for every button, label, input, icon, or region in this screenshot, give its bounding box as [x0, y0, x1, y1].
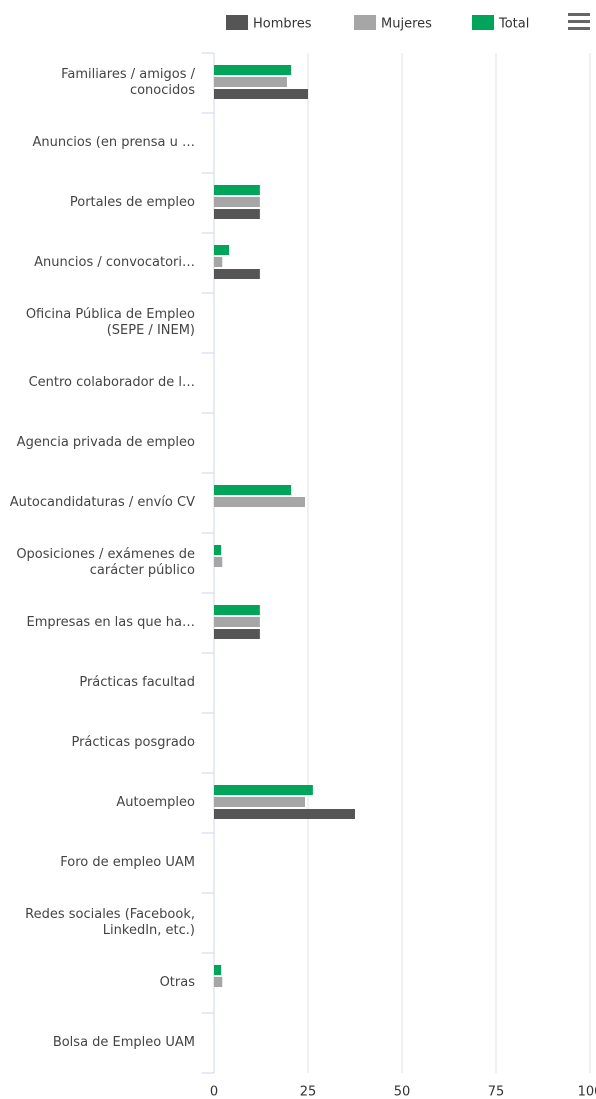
y-tick-label: Empresas en las que ha… — [26, 615, 195, 630]
y-tick-label: Foro de empleo UAM — [60, 855, 195, 870]
menu-line — [568, 13, 590, 16]
bar — [214, 77, 287, 87]
bar — [214, 965, 222, 975]
bar — [214, 65, 292, 75]
y-tick-label: Anuncios / convocatori… — [34, 255, 195, 270]
y-tick-label: Centro colaborador de l… — [28, 375, 195, 390]
legend-swatch[interactable] — [226, 15, 248, 30]
menu-line — [568, 20, 590, 23]
bar — [214, 185, 260, 195]
bar — [214, 89, 308, 99]
menu-line — [568, 27, 590, 30]
y-tick-label: Oficina Pública de Empleo (SEPE / INEM) — [25, 307, 195, 338]
y-tick-label: Prácticas posgrado — [71, 735, 195, 750]
y-tick-label: Anuncios (en prensa u … — [32, 135, 195, 150]
bar — [214, 785, 313, 795]
bar — [214, 545, 222, 555]
legend-swatch[interactable] — [354, 15, 376, 30]
legend-swatch[interactable] — [472, 15, 494, 30]
legend-label[interactable]: Total — [498, 17, 529, 32]
legend-label[interactable]: Hombres — [253, 17, 312, 32]
bar — [214, 257, 223, 267]
x-tick-label: 25 — [300, 1085, 317, 1099]
x-tick-label: 0 — [210, 1085, 218, 1099]
bar — [214, 809, 355, 819]
bar — [214, 197, 260, 207]
y-tick-label: Prácticas facultad — [79, 675, 195, 690]
bar — [214, 485, 292, 495]
y-tick-label: Autocandidaturas / envío CV — [9, 495, 195, 510]
y-tick-label: Autoempleo — [116, 795, 195, 810]
bar — [214, 617, 260, 627]
y-tick-label: Redes sociales (Facebook, LinkedIn, etc.… — [25, 907, 195, 938]
bar — [214, 209, 260, 219]
bar — [214, 977, 223, 987]
bar — [214, 557, 223, 567]
menu-icon[interactable] — [568, 13, 590, 30]
legend-label[interactable]: Mujeres — [381, 17, 432, 32]
bar — [214, 497, 305, 507]
y-tick-label: Agencia privada de empleo — [16, 435, 195, 450]
y-tick-label: Bolsa de Empleo UAM — [52, 1035, 195, 1050]
bar — [214, 797, 305, 807]
bar — [214, 605, 260, 615]
y-tick-label: Oposiciones / exámenes de carácter públi… — [16, 547, 195, 578]
y-tick-label: Portales de empleo — [69, 195, 195, 210]
x-tick-label: 75 — [488, 1085, 505, 1099]
bar — [214, 245, 230, 255]
x-tick-label: 50 — [394, 1085, 411, 1099]
x-tick-label: 100 — [578, 1085, 596, 1099]
bar — [214, 629, 260, 639]
y-tick-label: Familiares / amigos / conocidos — [61, 67, 195, 98]
y-tick-label: Otras — [159, 975, 195, 990]
bar — [214, 269, 260, 279]
